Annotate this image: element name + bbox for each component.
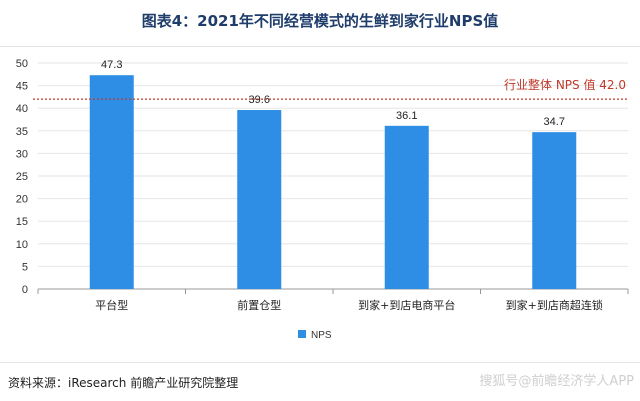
data-label: 34.7 bbox=[544, 116, 565, 128]
data-label: 39.6 bbox=[249, 94, 270, 106]
x-tick-label: 前置仓型 bbox=[237, 298, 281, 312]
y-tick-label: 25 bbox=[16, 171, 28, 183]
data-label: 47.3 bbox=[101, 59, 122, 71]
legend-swatch bbox=[298, 330, 306, 338]
bar-4 bbox=[532, 132, 577, 289]
y-tick-label: 40 bbox=[16, 103, 28, 115]
chart-title: 图表4：2021年不同经营模式的生鲜到家行业NPS值 bbox=[141, 12, 499, 30]
source-note: 资料来源：iResearch 前瞻产业研究院整理 bbox=[8, 376, 239, 390]
legend-label: NPS bbox=[311, 330, 332, 341]
y-tick-label: 10 bbox=[16, 239, 28, 251]
bar-2 bbox=[237, 110, 282, 290]
x-tick-label: 到家+到店商超连锁 bbox=[506, 298, 603, 312]
y-tick-label: 5 bbox=[22, 261, 28, 273]
x-tick-label: 到家+到店电商平台 bbox=[358, 298, 455, 312]
y-tick-label: 35 bbox=[16, 126, 28, 138]
y-tick-label: 0 bbox=[22, 284, 28, 296]
reference-line-label: 行业整体 NPS 值 42.0 bbox=[504, 77, 626, 92]
y-tick-label: 50 bbox=[16, 58, 28, 70]
y-tick-label: 30 bbox=[16, 148, 28, 160]
y-tick-label: 15 bbox=[16, 216, 28, 228]
x-tick-label: 平台型 bbox=[95, 298, 128, 312]
chart-panel bbox=[0, 46, 640, 363]
y-tick-label: 20 bbox=[16, 194, 28, 206]
data-label: 36.1 bbox=[396, 110, 417, 122]
watermark-text: 搜狐号@前瞻经济学人APP bbox=[479, 374, 634, 389]
bar-3 bbox=[384, 125, 429, 289]
bar-1 bbox=[89, 75, 134, 289]
y-tick-label: 45 bbox=[16, 81, 28, 93]
